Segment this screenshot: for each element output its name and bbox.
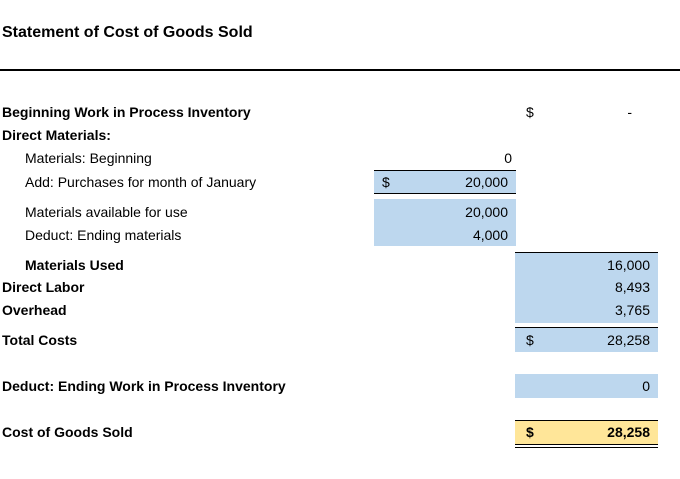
direct-labor-label: Direct Labor: [2, 279, 85, 295]
cogs-double-underline-2: [515, 447, 658, 448]
purchases-cell: [374, 171, 516, 193]
statement-title: Statement of Cost of Goods Sold: [2, 24, 253, 41]
ending-wip-cell: [515, 374, 658, 398]
purchases-bottom-border: [374, 193, 516, 194]
materials-available-label: Materials available for use: [25, 204, 188, 220]
purchases-label: Add: Purchases for month of January: [25, 174, 257, 190]
purchases-currency: $: [382, 174, 390, 190]
ending-materials-label: Deduct: Ending materials: [25, 227, 182, 243]
materials-beginning-value: 0: [504, 150, 512, 166]
beginning-wip-value: -: [627, 104, 632, 120]
materials-subtotal-cells: [374, 199, 516, 246]
overhead-value: 3,765: [614, 302, 650, 318]
cogs-label: Cost of Goods Sold: [2, 424, 133, 440]
cogs-value: 28,258: [607, 424, 650, 440]
overhead-label: Overhead: [2, 302, 67, 318]
beginning-wip-label: Beginning Work in Process Inventory: [2, 104, 251, 120]
direct-materials-label: Direct Materials:: [2, 127, 111, 143]
total-costs-label: Total Costs: [2, 332, 78, 348]
production-costs-cells: [515, 253, 658, 323]
direct-labor-value: 8,493: [614, 279, 650, 295]
materials-used-top-border: [515, 252, 658, 253]
title-divider: [0, 69, 680, 71]
ending-wip-value: 0: [642, 378, 650, 394]
materials-available-value: 20,000: [465, 204, 508, 220]
beginning-wip-currency: $: [526, 104, 534, 120]
cogs-double-underline-1: [515, 444, 658, 445]
cogs-cell: [515, 421, 658, 444]
materials-used-label: Materials Used: [25, 257, 124, 273]
materials-used-value: 16,000: [607, 257, 650, 273]
total-costs-currency: $: [526, 332, 534, 348]
total-costs-cell: [515, 328, 658, 352]
cogs-top-border: [515, 420, 658, 421]
total-costs-top-border: [515, 327, 658, 328]
cogs-currency: $: [526, 424, 534, 440]
ending-materials-value: 4,000: [472, 227, 508, 243]
purchases-value: 20,000: [465, 174, 508, 190]
purchases-top-border: [374, 170, 516, 171]
total-costs-value: 28,258: [607, 332, 650, 348]
materials-beginning-label: Materials: Beginning: [25, 150, 152, 166]
ending-wip-label: Deduct: Ending Work in Process Inventory: [2, 378, 286, 394]
